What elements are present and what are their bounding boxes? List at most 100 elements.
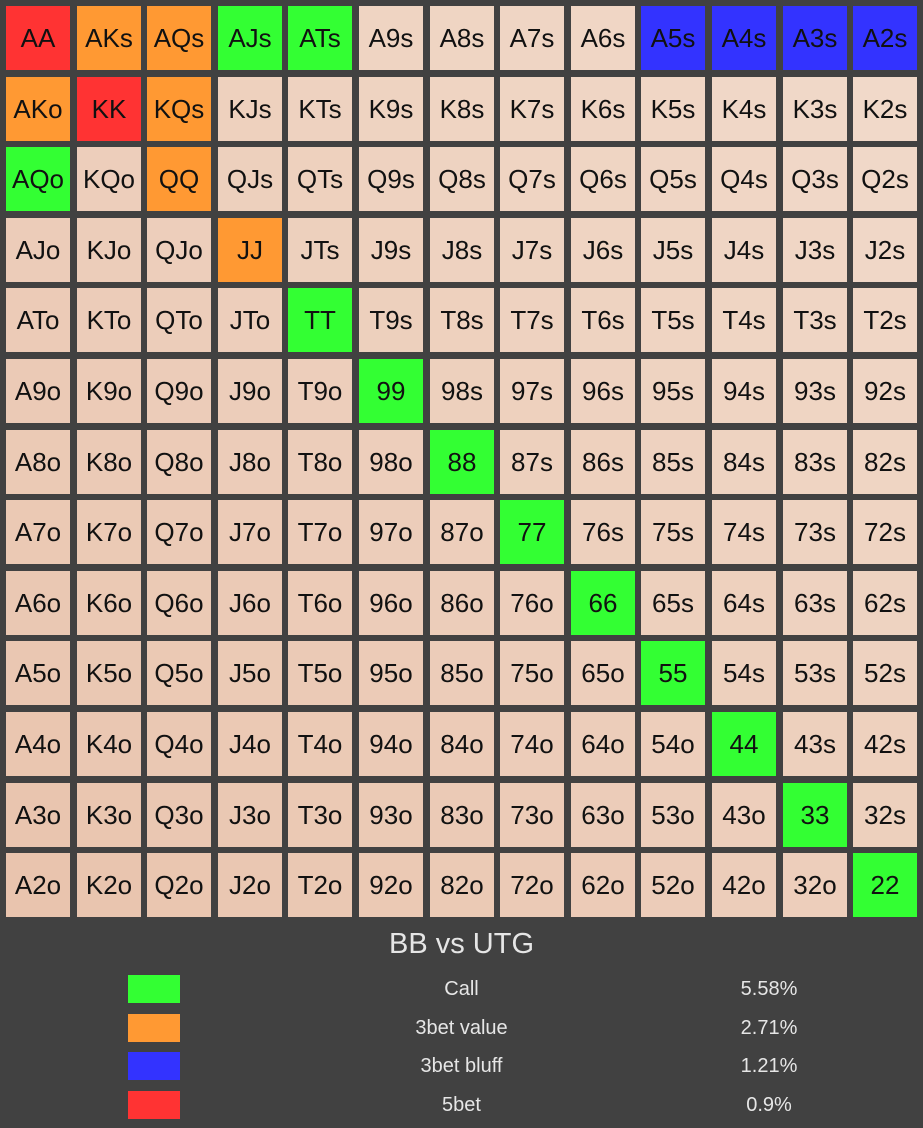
hand-cell-J7o[interactable]: J7o xyxy=(218,500,282,564)
hand-cell-92o[interactable]: 92o xyxy=(359,853,423,917)
hand-cell-J3s[interactable]: J3s xyxy=(783,218,847,282)
hand-cell-K3s[interactable]: K3s xyxy=(783,77,847,141)
hand-cell-J3o[interactable]: J3o xyxy=(218,783,282,847)
hand-cell-K9o[interactable]: K9o xyxy=(77,359,141,423)
hand-cell-T5s[interactable]: T5s xyxy=(641,288,705,352)
hand-cell-J8s[interactable]: J8s xyxy=(430,218,494,282)
hand-cell-42o[interactable]: 42o xyxy=(712,853,776,917)
hand-cell-83o[interactable]: 83o xyxy=(430,783,494,847)
hand-cell-95o[interactable]: 95o xyxy=(359,641,423,705)
hand-cell-63s[interactable]: 63s xyxy=(783,571,847,635)
hand-cell-94o[interactable]: 94o xyxy=(359,712,423,776)
hand-cell-J2s[interactable]: J2s xyxy=(853,218,917,282)
hand-cell-AA[interactable]: AA xyxy=(6,6,70,70)
hand-cell-AKs[interactable]: AKs xyxy=(77,6,141,70)
hand-cell-KQo[interactable]: KQo xyxy=(77,147,141,211)
hand-cell-JTs[interactable]: JTs xyxy=(288,218,352,282)
hand-cell-J8o[interactable]: J8o xyxy=(218,430,282,494)
hand-cell-76s[interactable]: 76s xyxy=(571,500,635,564)
hand-cell-AQs[interactable]: AQs xyxy=(147,6,211,70)
hand-cell-73s[interactable]: 73s xyxy=(783,500,847,564)
hand-cell-T4s[interactable]: T4s xyxy=(712,288,776,352)
hand-cell-Q3s[interactable]: Q3s xyxy=(783,147,847,211)
hand-cell-T9o[interactable]: T9o xyxy=(288,359,352,423)
hand-cell-85s[interactable]: 85s xyxy=(641,430,705,494)
hand-cell-K7s[interactable]: K7s xyxy=(500,77,564,141)
hand-cell-53o[interactable]: 53o xyxy=(641,783,705,847)
hand-cell-94s[interactable]: 94s xyxy=(712,359,776,423)
hand-cell-A2o[interactable]: A2o xyxy=(6,853,70,917)
hand-cell-82s[interactable]: 82s xyxy=(853,430,917,494)
hand-cell-K2o[interactable]: K2o xyxy=(77,853,141,917)
hand-cell-KQs[interactable]: KQs xyxy=(147,77,211,141)
hand-cell-A9s[interactable]: A9s xyxy=(359,6,423,70)
hand-cell-JTo[interactable]: JTo xyxy=(218,288,282,352)
hand-cell-Q7s[interactable]: Q7s xyxy=(500,147,564,211)
hand-cell-Q6s[interactable]: Q6s xyxy=(571,147,635,211)
hand-cell-Q9o[interactable]: Q9o xyxy=(147,359,211,423)
hand-cell-93o[interactable]: 93o xyxy=(359,783,423,847)
hand-cell-74o[interactable]: 74o xyxy=(500,712,564,776)
hand-cell-83s[interactable]: 83s xyxy=(783,430,847,494)
hand-cell-32o[interactable]: 32o xyxy=(783,853,847,917)
hand-cell-65s[interactable]: 65s xyxy=(641,571,705,635)
hand-cell-A8s[interactable]: A8s xyxy=(430,6,494,70)
hand-cell-Q2s[interactable]: Q2s xyxy=(853,147,917,211)
hand-cell-K4s[interactable]: K4s xyxy=(712,77,776,141)
hand-cell-A5o[interactable]: A5o xyxy=(6,641,70,705)
hand-cell-J6o[interactable]: J6o xyxy=(218,571,282,635)
hand-cell-QQ[interactable]: QQ xyxy=(147,147,211,211)
hand-cell-A2s[interactable]: A2s xyxy=(853,6,917,70)
hand-cell-T7s[interactable]: T7s xyxy=(500,288,564,352)
hand-cell-T8o[interactable]: T8o xyxy=(288,430,352,494)
hand-cell-A4o[interactable]: A4o xyxy=(6,712,70,776)
hand-cell-98o[interactable]: 98o xyxy=(359,430,423,494)
hand-cell-QTo[interactable]: QTo xyxy=(147,288,211,352)
hand-cell-92s[interactable]: 92s xyxy=(853,359,917,423)
hand-cell-77[interactable]: 77 xyxy=(500,500,564,564)
hand-cell-52o[interactable]: 52o xyxy=(641,853,705,917)
hand-cell-T6o[interactable]: T6o xyxy=(288,571,352,635)
hand-cell-54o[interactable]: 54o xyxy=(641,712,705,776)
hand-cell-85o[interactable]: 85o xyxy=(430,641,494,705)
hand-cell-T3o[interactable]: T3o xyxy=(288,783,352,847)
hand-cell-84o[interactable]: 84o xyxy=(430,712,494,776)
hand-cell-97s[interactable]: 97s xyxy=(500,359,564,423)
hand-cell-T9s[interactable]: T9s xyxy=(359,288,423,352)
hand-cell-72s[interactable]: 72s xyxy=(853,500,917,564)
hand-cell-95s[interactable]: 95s xyxy=(641,359,705,423)
hand-cell-42s[interactable]: 42s xyxy=(853,712,917,776)
hand-cell-T2s[interactable]: T2s xyxy=(853,288,917,352)
hand-cell-KJs[interactable]: KJs xyxy=(218,77,282,141)
hand-cell-T2o[interactable]: T2o xyxy=(288,853,352,917)
hand-cell-K3o[interactable]: K3o xyxy=(77,783,141,847)
hand-cell-T6s[interactable]: T6s xyxy=(571,288,635,352)
hand-cell-Q6o[interactable]: Q6o xyxy=(147,571,211,635)
hand-cell-55[interactable]: 55 xyxy=(641,641,705,705)
hand-cell-43o[interactable]: 43o xyxy=(712,783,776,847)
hand-cell-72o[interactable]: 72o xyxy=(500,853,564,917)
hand-cell-ATo[interactable]: ATo xyxy=(6,288,70,352)
hand-cell-J5o[interactable]: J5o xyxy=(218,641,282,705)
hand-cell-62o[interactable]: 62o xyxy=(571,853,635,917)
hand-cell-J4o[interactable]: J4o xyxy=(218,712,282,776)
hand-cell-AJo[interactable]: AJo xyxy=(6,218,70,282)
hand-cell-K8s[interactable]: K8s xyxy=(430,77,494,141)
hand-cell-53s[interactable]: 53s xyxy=(783,641,847,705)
hand-cell-K7o[interactable]: K7o xyxy=(77,500,141,564)
hand-cell-75s[interactable]: 75s xyxy=(641,500,705,564)
hand-cell-32s[interactable]: 32s xyxy=(853,783,917,847)
hand-cell-74s[interactable]: 74s xyxy=(712,500,776,564)
hand-cell-J5s[interactable]: J5s xyxy=(641,218,705,282)
hand-cell-K5o[interactable]: K5o xyxy=(77,641,141,705)
hand-cell-54s[interactable]: 54s xyxy=(712,641,776,705)
hand-cell-Q4s[interactable]: Q4s xyxy=(712,147,776,211)
hand-cell-A3o[interactable]: A3o xyxy=(6,783,70,847)
hand-cell-64o[interactable]: 64o xyxy=(571,712,635,776)
hand-cell-A3s[interactable]: A3s xyxy=(783,6,847,70)
hand-cell-A7o[interactable]: A7o xyxy=(6,500,70,564)
hand-cell-K6s[interactable]: K6s xyxy=(571,77,635,141)
hand-cell-33[interactable]: 33 xyxy=(783,783,847,847)
hand-cell-TT[interactable]: TT xyxy=(288,288,352,352)
hand-cell-T7o[interactable]: T7o xyxy=(288,500,352,564)
